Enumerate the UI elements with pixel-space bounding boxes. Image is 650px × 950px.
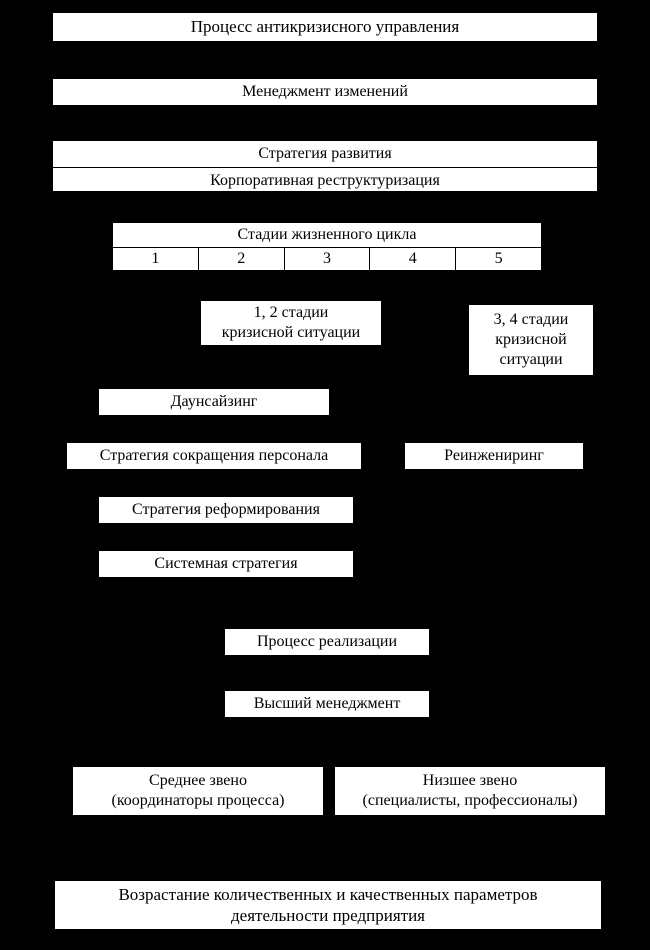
reeng-text: Реинжениринг bbox=[405, 446, 583, 466]
strategy-bottom: Корпоративная реструктуризация bbox=[53, 168, 597, 194]
lower-l2: (специалисты, профессионалы) bbox=[335, 791, 605, 811]
box-mgmt-changes: Менеджмент изменений bbox=[52, 78, 598, 106]
strategy-top: Стратегия развития bbox=[53, 141, 597, 168]
box-crisis-34: 3, 4 стадии кризисной ситуации bbox=[468, 304, 594, 376]
crisis12-l1: 1, 2 стадии bbox=[201, 303, 381, 323]
middle-l1: Среднее звено bbox=[73, 771, 323, 791]
staffcut-text: Стратегия сокращения персонала bbox=[67, 446, 361, 466]
process-text: Процесс реализации bbox=[225, 632, 429, 652]
box-title: Процесс антикризисного управления bbox=[52, 12, 598, 42]
stage-cell-1: 1 bbox=[113, 248, 199, 270]
stage-cell-3: 3 bbox=[285, 248, 371, 270]
stage-cell-5: 5 bbox=[456, 248, 541, 270]
stages-row: 1 2 3 4 5 bbox=[113, 248, 541, 270]
system-text: Системная стратегия bbox=[99, 554, 353, 574]
box-process: Процесс реализации bbox=[224, 628, 430, 656]
box-reengineering: Реинжениринг bbox=[404, 442, 584, 470]
stage-cell-4: 4 bbox=[370, 248, 456, 270]
box-system: Системная стратегия bbox=[98, 550, 354, 578]
lower-l1: Низшее звено bbox=[335, 771, 605, 791]
topmgmt-text: Высший менеджмент bbox=[225, 694, 429, 714]
box-outcome: Возрастание количественных и качественны… bbox=[54, 880, 602, 930]
box-staff-cut: Стратегия сокращения персонала bbox=[66, 442, 362, 470]
lifecycle-stages-table: Стадии жизненного цикла 1 2 3 4 5 bbox=[112, 222, 542, 271]
crisis34-l3: ситуации bbox=[469, 350, 593, 370]
crisis34-l2: кризисной bbox=[469, 330, 593, 350]
outcome-l2: деятельности предприятия bbox=[55, 905, 601, 926]
box-strategy-dual: Стратегия развития Корпоративная реструк… bbox=[52, 140, 598, 192]
box-crisis-12: 1, 2 стадии кризисной ситуации bbox=[200, 300, 382, 346]
box-reform: Стратегия реформирования bbox=[98, 496, 354, 524]
downsizing-text: Даунсайзинг bbox=[99, 392, 329, 412]
crisis12-l2: кризисной ситуации bbox=[201, 323, 381, 343]
crisis34-l1: 3, 4 стадии bbox=[469, 310, 593, 330]
middle-l2: (координаторы процесса) bbox=[73, 791, 323, 811]
box-downsizing: Даунсайзинг bbox=[98, 388, 330, 416]
mgmt-text: Менеджмент изменений bbox=[53, 82, 597, 102]
outcome-l1: Возрастание количественных и качественны… bbox=[55, 884, 601, 905]
box-middle-link: Среднее звено (координаторы процесса) bbox=[72, 766, 324, 816]
box-top-mgmt: Высший менеджмент bbox=[224, 690, 430, 718]
title-text: Процесс антикризисного управления bbox=[53, 16, 597, 37]
stages-header: Стадии жизненного цикла bbox=[113, 223, 541, 248]
reform-text: Стратегия реформирования bbox=[99, 500, 353, 520]
stage-cell-2: 2 bbox=[199, 248, 285, 270]
box-lower-link: Низшее звено (специалисты, профессионалы… bbox=[334, 766, 606, 816]
